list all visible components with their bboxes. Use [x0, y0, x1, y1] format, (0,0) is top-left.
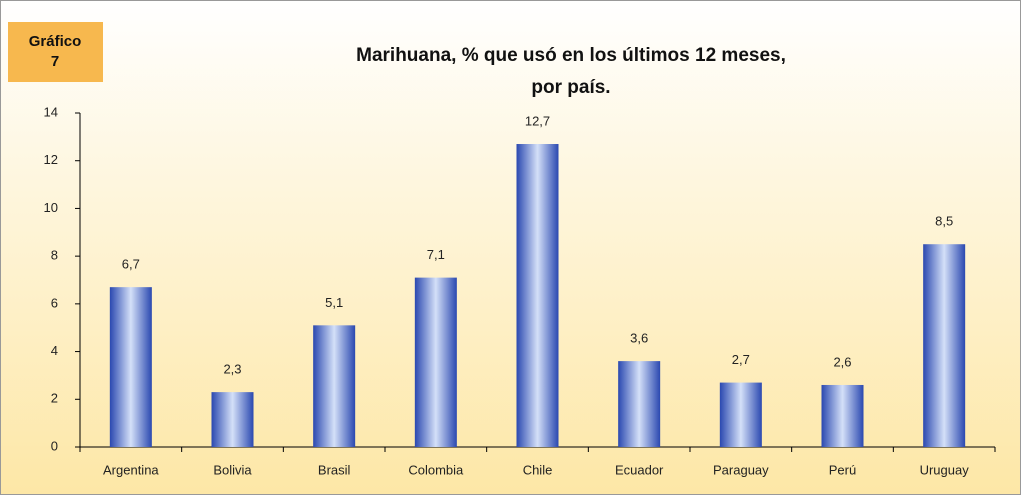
data-label: 12,7: [525, 113, 550, 128]
data-label: 8,5: [935, 214, 953, 229]
x-tick-label: Colombia: [408, 462, 464, 477]
y-tick-label: 0: [51, 438, 58, 453]
y-tick-label: 12: [44, 152, 58, 167]
bar: [618, 361, 661, 447]
badge-text: Gráfico: [29, 33, 82, 50]
y-tick-label: 14: [44, 104, 58, 119]
y-tick-label: 10: [44, 200, 58, 215]
bar: [821, 384, 864, 447]
data-label: 3,6: [630, 331, 648, 346]
data-label: 2,3: [223, 362, 241, 377]
bar: [109, 287, 152, 447]
y-tick-label: 6: [51, 295, 58, 310]
y-tick-label: 2: [51, 391, 58, 406]
badge-text: 7: [51, 53, 59, 70]
data-label: 7,1: [427, 247, 445, 262]
x-tick-label: Paraguay: [713, 462, 769, 477]
data-label: 2,7: [732, 352, 750, 367]
data-label: 5,1: [325, 295, 343, 310]
bar: [719, 382, 762, 447]
x-tick-label: Uruguay: [920, 462, 970, 477]
x-tick-label: Chile: [523, 462, 553, 477]
chart-title: Marihuana, % que usó en los últimos 12 m…: [356, 45, 786, 66]
x-tick-label: Argentina: [103, 462, 159, 477]
y-tick-label: 4: [51, 343, 58, 358]
bar: [923, 244, 966, 447]
x-tick-label: Bolivia: [213, 462, 252, 477]
bar: [414, 277, 457, 447]
x-tick-label: Brasil: [318, 462, 351, 477]
data-label: 6,7: [122, 257, 140, 272]
bar: [313, 325, 356, 447]
chart-title: por país.: [531, 77, 610, 98]
y-tick-label: 8: [51, 248, 58, 263]
bar: [516, 144, 559, 447]
badge-box: [8, 22, 103, 82]
bar: [211, 392, 254, 447]
data-label: 2,6: [833, 354, 851, 369]
x-tick-label: Perú: [829, 462, 856, 477]
x-tick-label: Ecuador: [615, 462, 664, 477]
